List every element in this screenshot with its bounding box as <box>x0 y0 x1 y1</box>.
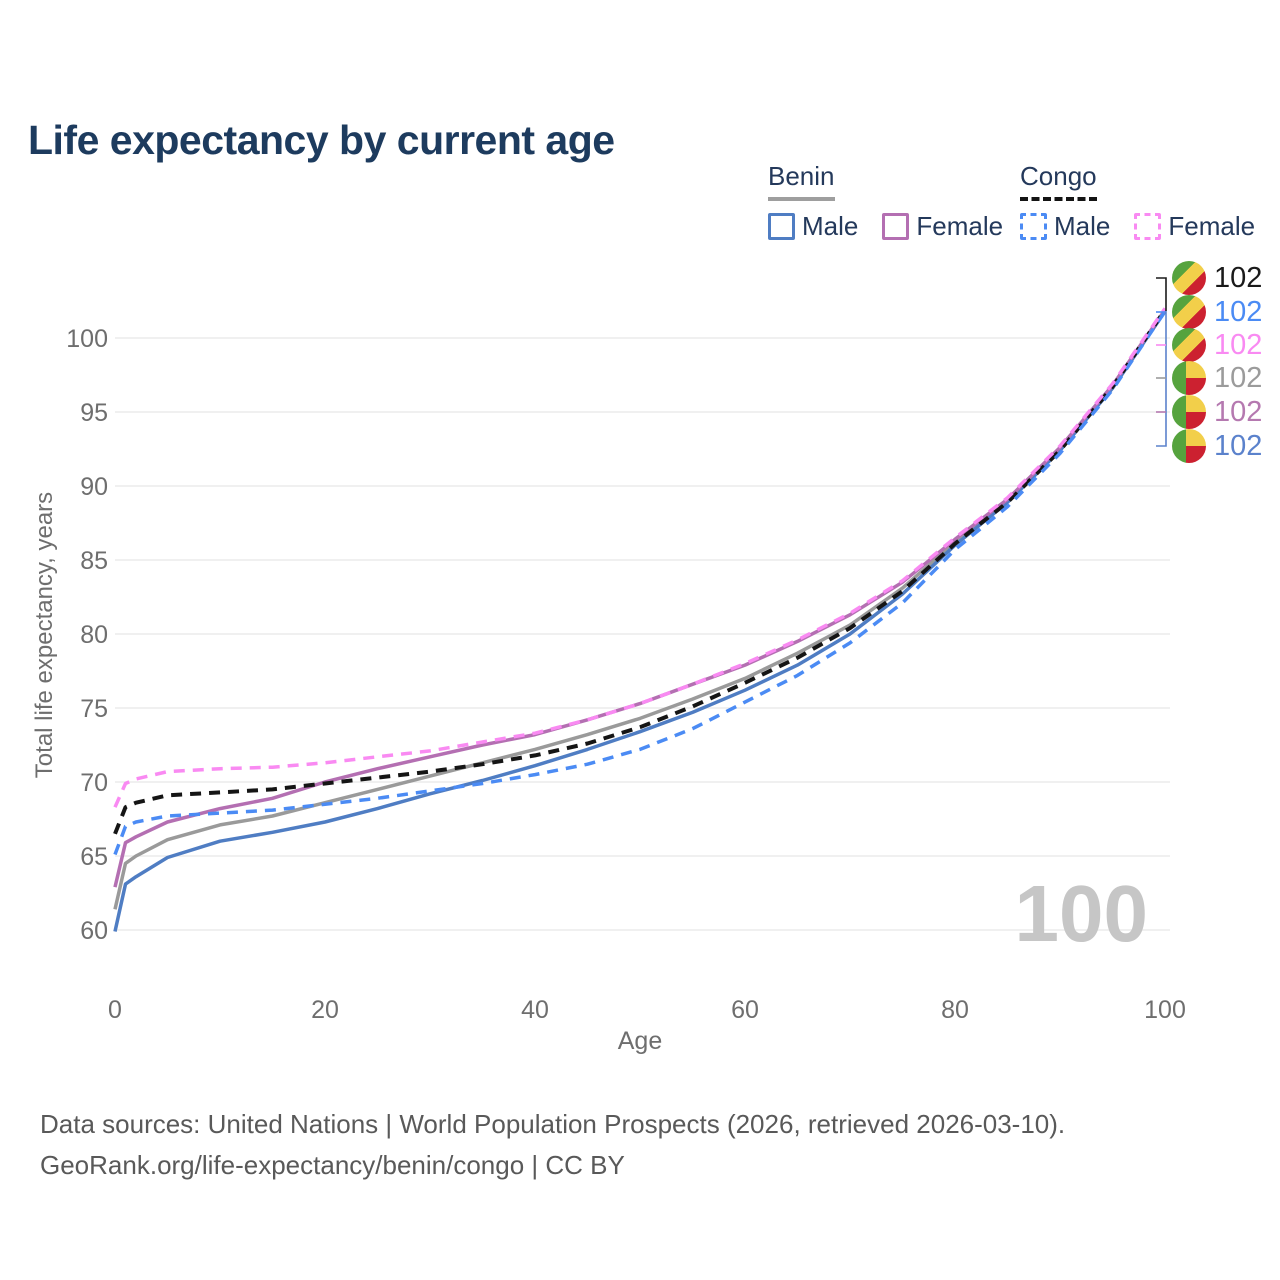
x-axis-title: Age <box>617 1027 663 1055</box>
x-tick-label: 40 <box>521 996 549 1024</box>
legend-congo-items: Male Female <box>1020 211 1255 242</box>
legend-group-benin: Benin Male Female <box>768 161 1003 242</box>
x-tick-label: 100 <box>1144 996 1186 1024</box>
end-value: 102 <box>1214 361 1263 394</box>
x-tick-label: 0 <box>108 996 122 1024</box>
series-line-congo-male[interactable] <box>113 310 1167 856</box>
legend-congo-male-label: Male <box>1054 211 1111 241</box>
end-value: 102 <box>1214 395 1263 428</box>
series-line-congo-female[interactable] <box>113 307 1167 808</box>
legend-group-congo: Congo Male Female <box>1020 161 1255 242</box>
y-tick-label: 90 <box>80 473 108 501</box>
congo-male-swatch-icon <box>1020 213 1047 240</box>
end-value: 102 <box>1214 328 1263 361</box>
congo-flag-icon <box>1172 328 1206 362</box>
congo-flag-icon <box>1172 295 1206 329</box>
legend-benin-male-label: Male <box>802 211 859 241</box>
y-tick-label: 70 <box>80 769 108 797</box>
congo-female-swatch-icon <box>1134 213 1162 240</box>
series-line-benin-both-sexes[interactable] <box>113 310 1167 910</box>
benin-flag-icon <box>1172 395 1206 429</box>
end-label-congo-total: 102 <box>1172 261 1262 295</box>
end-label-leader-line <box>1156 311 1167 447</box>
y-tick-label: 100 <box>66 325 108 353</box>
y-axis-title: Total life expectancy, years <box>31 491 58 779</box>
x-tick-label: 20 <box>311 996 339 1024</box>
end-label-benin-total: 102 <box>1172 361 1262 395</box>
end-value: 102 <box>1214 295 1263 328</box>
legend-benin-items: Male Female <box>768 211 1003 242</box>
benin-flag-icon <box>1172 361 1206 395</box>
page-title: Life expectancy by current age <box>28 117 615 164</box>
end-label-congo-female: 102 <box>1172 328 1262 362</box>
attribution-line: GeoRank.org/life-expectancy/benin/congo … <box>40 1150 625 1180</box>
y-tick-label: 95 <box>80 399 108 427</box>
legend-benin-toggle[interactable]: Benin <box>768 161 835 201</box>
congo-flag-icon <box>1172 261 1206 295</box>
data-sources-line: Data sources: United Nations | World Pop… <box>40 1109 1066 1139</box>
legend-congo-male[interactable]: Male <box>1020 211 1110 242</box>
end-label-leader-line <box>1156 277 1167 311</box>
legend-benin-female-label: Female <box>916 211 1004 241</box>
legend-congo-female-label: Female <box>1168 211 1256 241</box>
y-tick-label: 60 <box>80 917 108 945</box>
end-label-congo-male: 102 <box>1172 295 1262 329</box>
y-tick-label: 75 <box>80 695 108 723</box>
series-line-congo-both-sexes[interactable] <box>113 308 1167 835</box>
y-tick-label: 65 <box>80 843 108 871</box>
series-line-benin-female[interactable] <box>113 308 1167 888</box>
legend-benin-female[interactable]: Female <box>882 211 1003 242</box>
x-tick-label: 80 <box>941 996 969 1024</box>
age-watermark: 100 <box>1014 869 1148 958</box>
end-value: 102 <box>1214 429 1263 462</box>
legend-congo-toggle[interactable]: Congo <box>1020 161 1097 201</box>
footer: Data sources: United Nations | World Pop… <box>40 1104 1065 1186</box>
end-label-benin-male: 102 <box>1172 429 1262 463</box>
y-tick-label: 85 <box>80 547 108 575</box>
legend-benin-male[interactable]: Male <box>768 211 858 242</box>
benin-female-swatch-icon <box>882 213 910 240</box>
series-line-benin-male[interactable] <box>113 310 1167 932</box>
x-tick-label: 60 <box>731 996 759 1024</box>
end-label-benin-female: 102 <box>1172 395 1262 429</box>
y-tick-label: 80 <box>80 621 108 649</box>
legend-congo-female[interactable]: Female <box>1134 211 1255 242</box>
end-value: 102 <box>1214 261 1263 294</box>
benin-male-swatch-icon <box>768 213 795 240</box>
benin-flag-icon <box>1172 429 1206 463</box>
